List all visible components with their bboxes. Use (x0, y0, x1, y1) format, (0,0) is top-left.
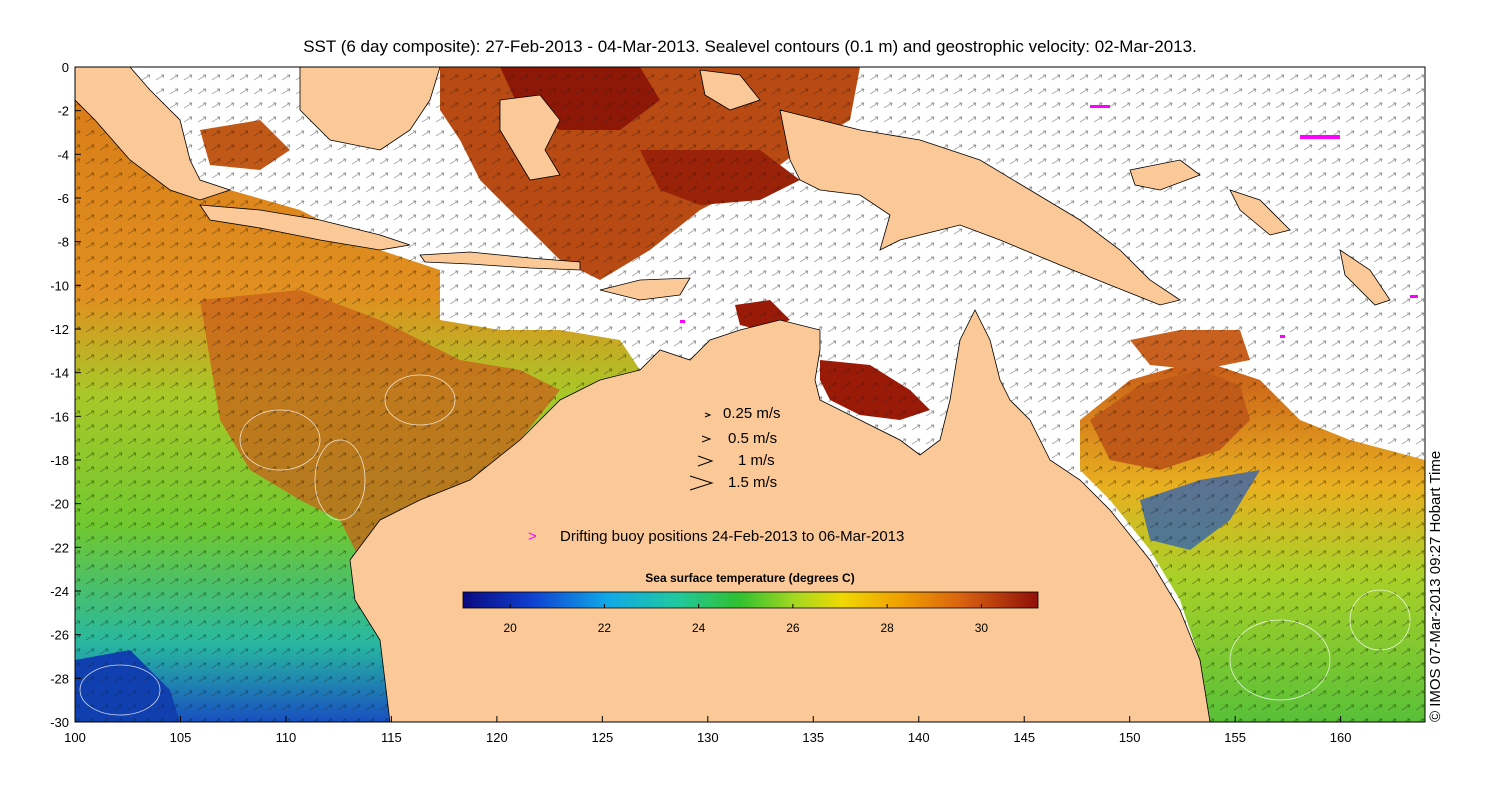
solomon-islands-land (1229, 189, 1291, 236)
colorbar-tick-label: 24 (692, 621, 706, 635)
colorbar-tick-label: 30 (975, 621, 989, 635)
buoy-legend: > Drifting buoy positions 24-Feb-2013 to… (528, 528, 904, 545)
sumatra-land (75, 67, 232, 201)
y-tick-label: -8 (57, 235, 69, 250)
solomon-islands-land-2 (1339, 249, 1391, 306)
y-tick-label: -4 (57, 147, 69, 162)
colorbar-tick-label: 26 (786, 621, 800, 635)
velocity-legend: 0.25 m/s 0.5 m/s 1 m/s 1.5 m/s (689, 405, 781, 491)
colorbar-tick-label: 28 (881, 621, 895, 635)
borneo-land (299, 67, 441, 151)
y-tick-label: 0 (62, 60, 69, 75)
colorbar-ticks: 20 22 24 26 28 30 (503, 604, 988, 635)
y-tick-label: -14 (50, 366, 69, 381)
y-axis: 0 -2 -4 -6 -8 -10 -12 -14 -16 -18 -20 -22 -24 -26 -28 -… (50, 60, 81, 730)
x-tick-label: 155 (1224, 730, 1246, 745)
velocity-label-0: 0.25 m/s (723, 405, 781, 422)
new-guinea-land (779, 109, 1181, 306)
velocity-label-1: 0.5 m/s (728, 430, 777, 447)
axes-frame (74, 66, 1426, 723)
timor-land (599, 277, 691, 301)
y-tick-label: -10 (50, 278, 69, 293)
y-tick-label: -12 (50, 322, 69, 337)
x-tick-label: 115 (381, 730, 402, 745)
colorbar-gradient (462, 591, 1039, 609)
y-tick-label: -20 (50, 497, 69, 512)
buoy-symbol-icon: > (528, 528, 537, 545)
x-axis: 100 105 110 115 120 125 130 135 140 145 150 155 160 (64, 716, 1351, 745)
sealevel-contours (79, 374, 1411, 716)
map-title: SST (6 day composite): 27-Feb-2013 - 04-… (303, 37, 1197, 56)
x-tick-label: 135 (802, 730, 824, 745)
y-tick-label: -22 (50, 540, 69, 555)
buoy-legend-label: Drifting buoy positions 24-Feb-2013 to 0… (560, 528, 904, 545)
y-tick-label: -2 (57, 104, 69, 119)
colorbar-tick-label: 22 (598, 621, 612, 635)
x-tick-label: 140 (908, 730, 930, 745)
credit-text: © IMOS 07-Mar-2013 09:27 Hobart Time (1427, 451, 1444, 722)
lesser-sunda-land (419, 251, 581, 271)
y-tick-label: -26 (50, 628, 69, 643)
colorbar: Sea surface temperature (degrees C) 20 22… (462, 571, 1039, 635)
y-tick-label: -16 (50, 409, 69, 424)
buoy-positions (680, 105, 1418, 338)
java-land (199, 204, 411, 251)
arrow-1.5-icon (689, 475, 714, 491)
y-tick-label: -6 (57, 191, 69, 206)
colorbar-title: Sea surface temperature (degrees C) (645, 571, 854, 585)
y-tick-label: -28 (50, 671, 69, 686)
colorbar-tick-label: 20 (503, 621, 517, 635)
australia-land (349, 309, 1211, 722)
arrow-1-icon (697, 455, 714, 467)
velocity-label-2: 1 m/s (738, 452, 775, 469)
new-britain-land (1129, 159, 1201, 191)
map-plot-area (75, 67, 1425, 722)
halmahera-land (699, 69, 761, 111)
sulawesi-land (499, 94, 561, 181)
x-tick-label: 130 (697, 730, 719, 745)
arrow-0.5-icon (701, 435, 712, 443)
x-tick-label: 150 (1119, 730, 1141, 745)
x-tick-label: 145 (1013, 730, 1035, 745)
y-tick-label: -18 (50, 453, 69, 468)
y-tick-label: -30 (50, 715, 69, 730)
land-masses (75, 67, 1391, 722)
arrow-0.25-icon (704, 412, 712, 418)
velocity-label-3: 1.5 m/s (728, 474, 777, 491)
x-tick-label: 120 (486, 730, 508, 745)
x-tick-label: 125 (591, 730, 613, 745)
x-tick-label: 105 (170, 730, 192, 745)
x-tick-label: 160 (1330, 730, 1352, 745)
x-tick-label: 100 (64, 730, 86, 745)
y-tick-label: -24 (50, 584, 69, 599)
x-tick-label: 110 (276, 730, 297, 745)
